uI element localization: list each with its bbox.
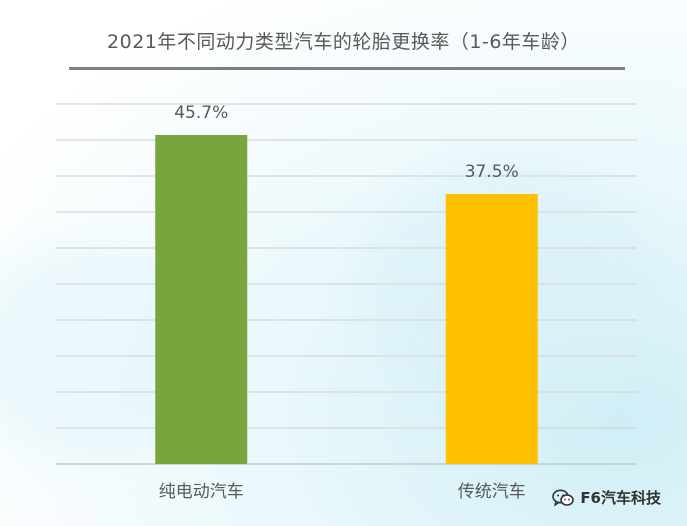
data-labels: 45.7% 37.5% — [174, 103, 519, 182]
bar — [445, 194, 538, 464]
title-underline — [69, 67, 625, 70]
watermark-text: F6汽车科技 — [580, 489, 661, 507]
category-labels: 纯电动汽车 传统汽车 — [159, 482, 526, 502]
chart-title: 2021年不同动力类型汽车的轮胎更换率（1-6年车龄） — [107, 31, 580, 53]
data-label: 45.7% — [174, 103, 228, 123]
grid-lines — [56, 103, 637, 465]
wechat-icon — [552, 489, 575, 507]
data-label: 37.5% — [465, 162, 519, 182]
category-label: 纯电动汽车 — [159, 482, 244, 502]
bar — [155, 134, 248, 464]
watermark: F6汽车科技 — [552, 487, 661, 508]
bars — [155, 134, 538, 464]
category-label: 传统汽车 — [458, 482, 526, 502]
